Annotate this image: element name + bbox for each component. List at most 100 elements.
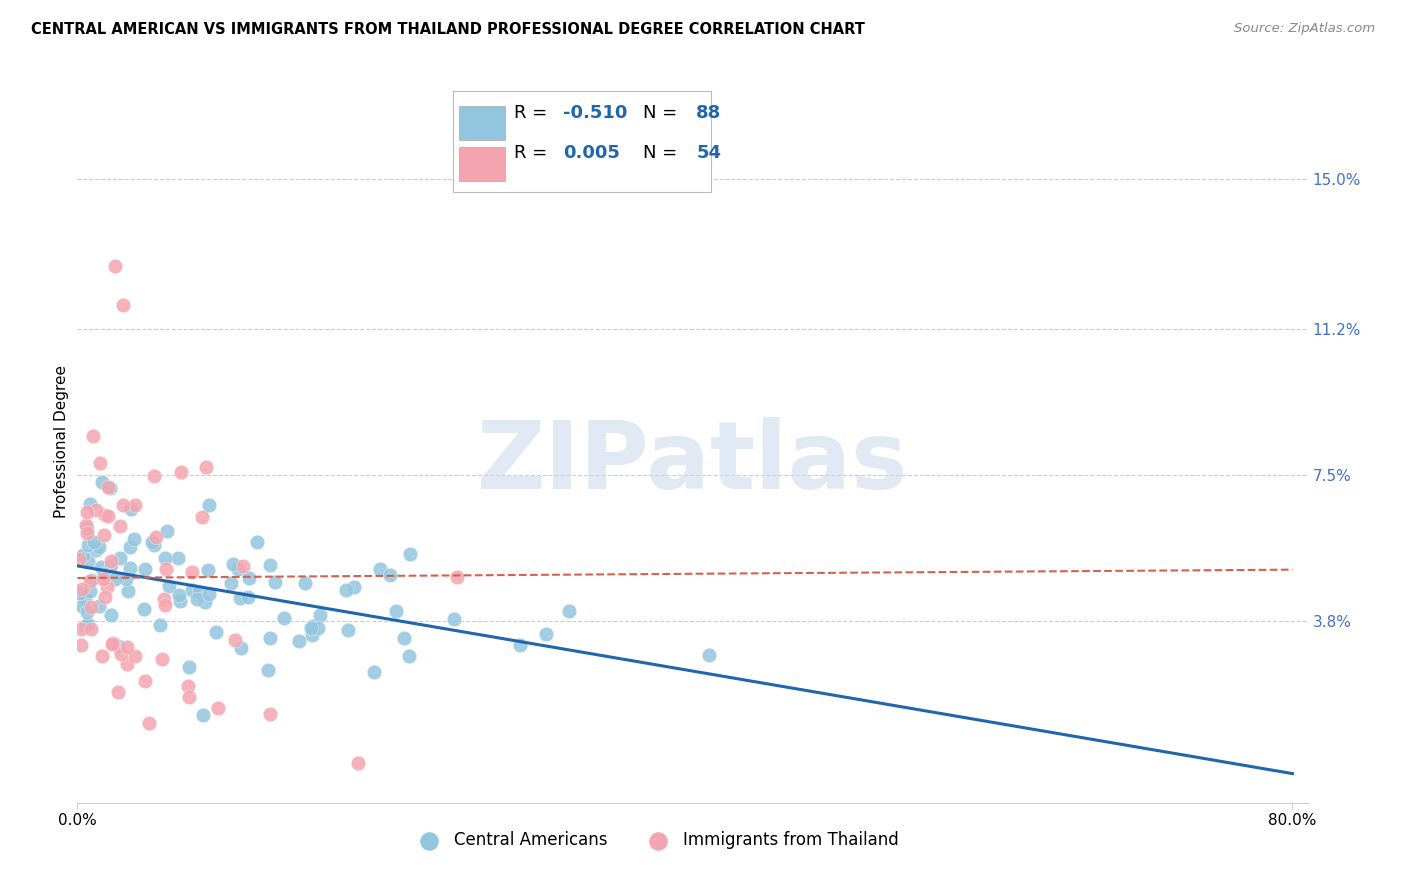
Point: [76, 505, 98, 519]
Text: N =: N =: [644, 144, 683, 161]
FancyBboxPatch shape: [458, 147, 506, 181]
Point: [101, 637, 124, 651]
Point: [153, 598, 176, 612]
Point: [122, 533, 145, 547]
Point: [181, 583, 204, 598]
Point: [336, 624, 359, 638]
Point: [96, 580, 118, 594]
Point: [86, 543, 108, 558]
Point: [87, 541, 110, 555]
Point: [93, 508, 115, 522]
Point: [75, 591, 97, 605]
Point: [194, 595, 217, 609]
Point: [108, 519, 131, 533]
Point: [111, 499, 134, 513]
Point: [77, 617, 100, 632]
Point: [229, 640, 252, 655]
Point: [534, 627, 557, 641]
Point: [93, 527, 115, 541]
Point: [446, 570, 468, 584]
Point: [118, 540, 141, 554]
Point: [134, 561, 156, 575]
Point: [89, 456, 111, 470]
Point: [443, 612, 465, 626]
Point: [697, 648, 720, 663]
Point: [97, 480, 120, 494]
Point: [72, 548, 94, 562]
Text: ZIPatlas: ZIPatlas: [477, 417, 908, 509]
Text: Source: ZipAtlas.com: Source: ZipAtlas.com: [1234, 22, 1375, 36]
Text: 88: 88: [696, 103, 721, 122]
Point: [83, 534, 105, 549]
Point: [169, 594, 191, 608]
Point: [69, 586, 91, 600]
Point: [273, 611, 295, 625]
Point: [177, 690, 200, 705]
Point: [156, 524, 179, 539]
Point: [186, 592, 208, 607]
Point: [101, 635, 124, 649]
Point: [124, 499, 146, 513]
Point: [70, 599, 93, 614]
Point: [76, 521, 98, 535]
Point: [190, 510, 212, 524]
Point: [238, 571, 260, 585]
Point: [93, 567, 115, 582]
Point: [232, 558, 254, 573]
Point: [398, 547, 420, 561]
Point: [226, 562, 249, 576]
Point: [177, 660, 200, 674]
Point: [79, 497, 101, 511]
Point: [120, 501, 142, 516]
Point: [84, 503, 107, 517]
Point: [181, 566, 204, 580]
Text: N =: N =: [644, 103, 683, 122]
Point: [347, 756, 370, 770]
Y-axis label: Professional Degree: Professional Degree: [53, 365, 69, 518]
Point: [76, 538, 98, 552]
Point: [149, 617, 172, 632]
Point: [67, 552, 90, 566]
Point: [191, 707, 214, 722]
Point: [76, 605, 98, 619]
Text: 54: 54: [696, 144, 721, 161]
Point: [509, 638, 531, 652]
Point: [104, 259, 127, 273]
Point: [115, 640, 138, 655]
Point: [79, 574, 101, 589]
Point: [104, 572, 127, 586]
Point: [246, 535, 269, 549]
Point: [75, 618, 97, 632]
Point: [222, 557, 245, 571]
Point: [378, 568, 401, 582]
Point: [198, 498, 221, 512]
Point: [188, 584, 211, 599]
Point: [141, 535, 163, 549]
Point: [263, 575, 285, 590]
Point: [394, 631, 416, 645]
Point: [110, 647, 132, 661]
Point: [166, 551, 188, 566]
Point: [91, 572, 114, 586]
Point: [69, 638, 91, 652]
Point: [157, 578, 180, 592]
Point: [98, 481, 121, 495]
Point: [257, 664, 280, 678]
Point: [80, 600, 103, 615]
Point: [79, 574, 101, 588]
Point: [259, 632, 281, 646]
Point: [97, 509, 120, 524]
Point: [76, 525, 98, 540]
Point: [117, 584, 139, 599]
Point: [301, 627, 323, 641]
Point: [91, 648, 114, 663]
Point: [170, 465, 193, 479]
Point: [177, 679, 200, 693]
Point: [204, 625, 226, 640]
Point: [259, 707, 281, 722]
Point: [145, 530, 167, 544]
Point: [115, 657, 138, 671]
Point: [335, 583, 357, 598]
Point: [89, 599, 111, 613]
Point: [302, 619, 325, 633]
